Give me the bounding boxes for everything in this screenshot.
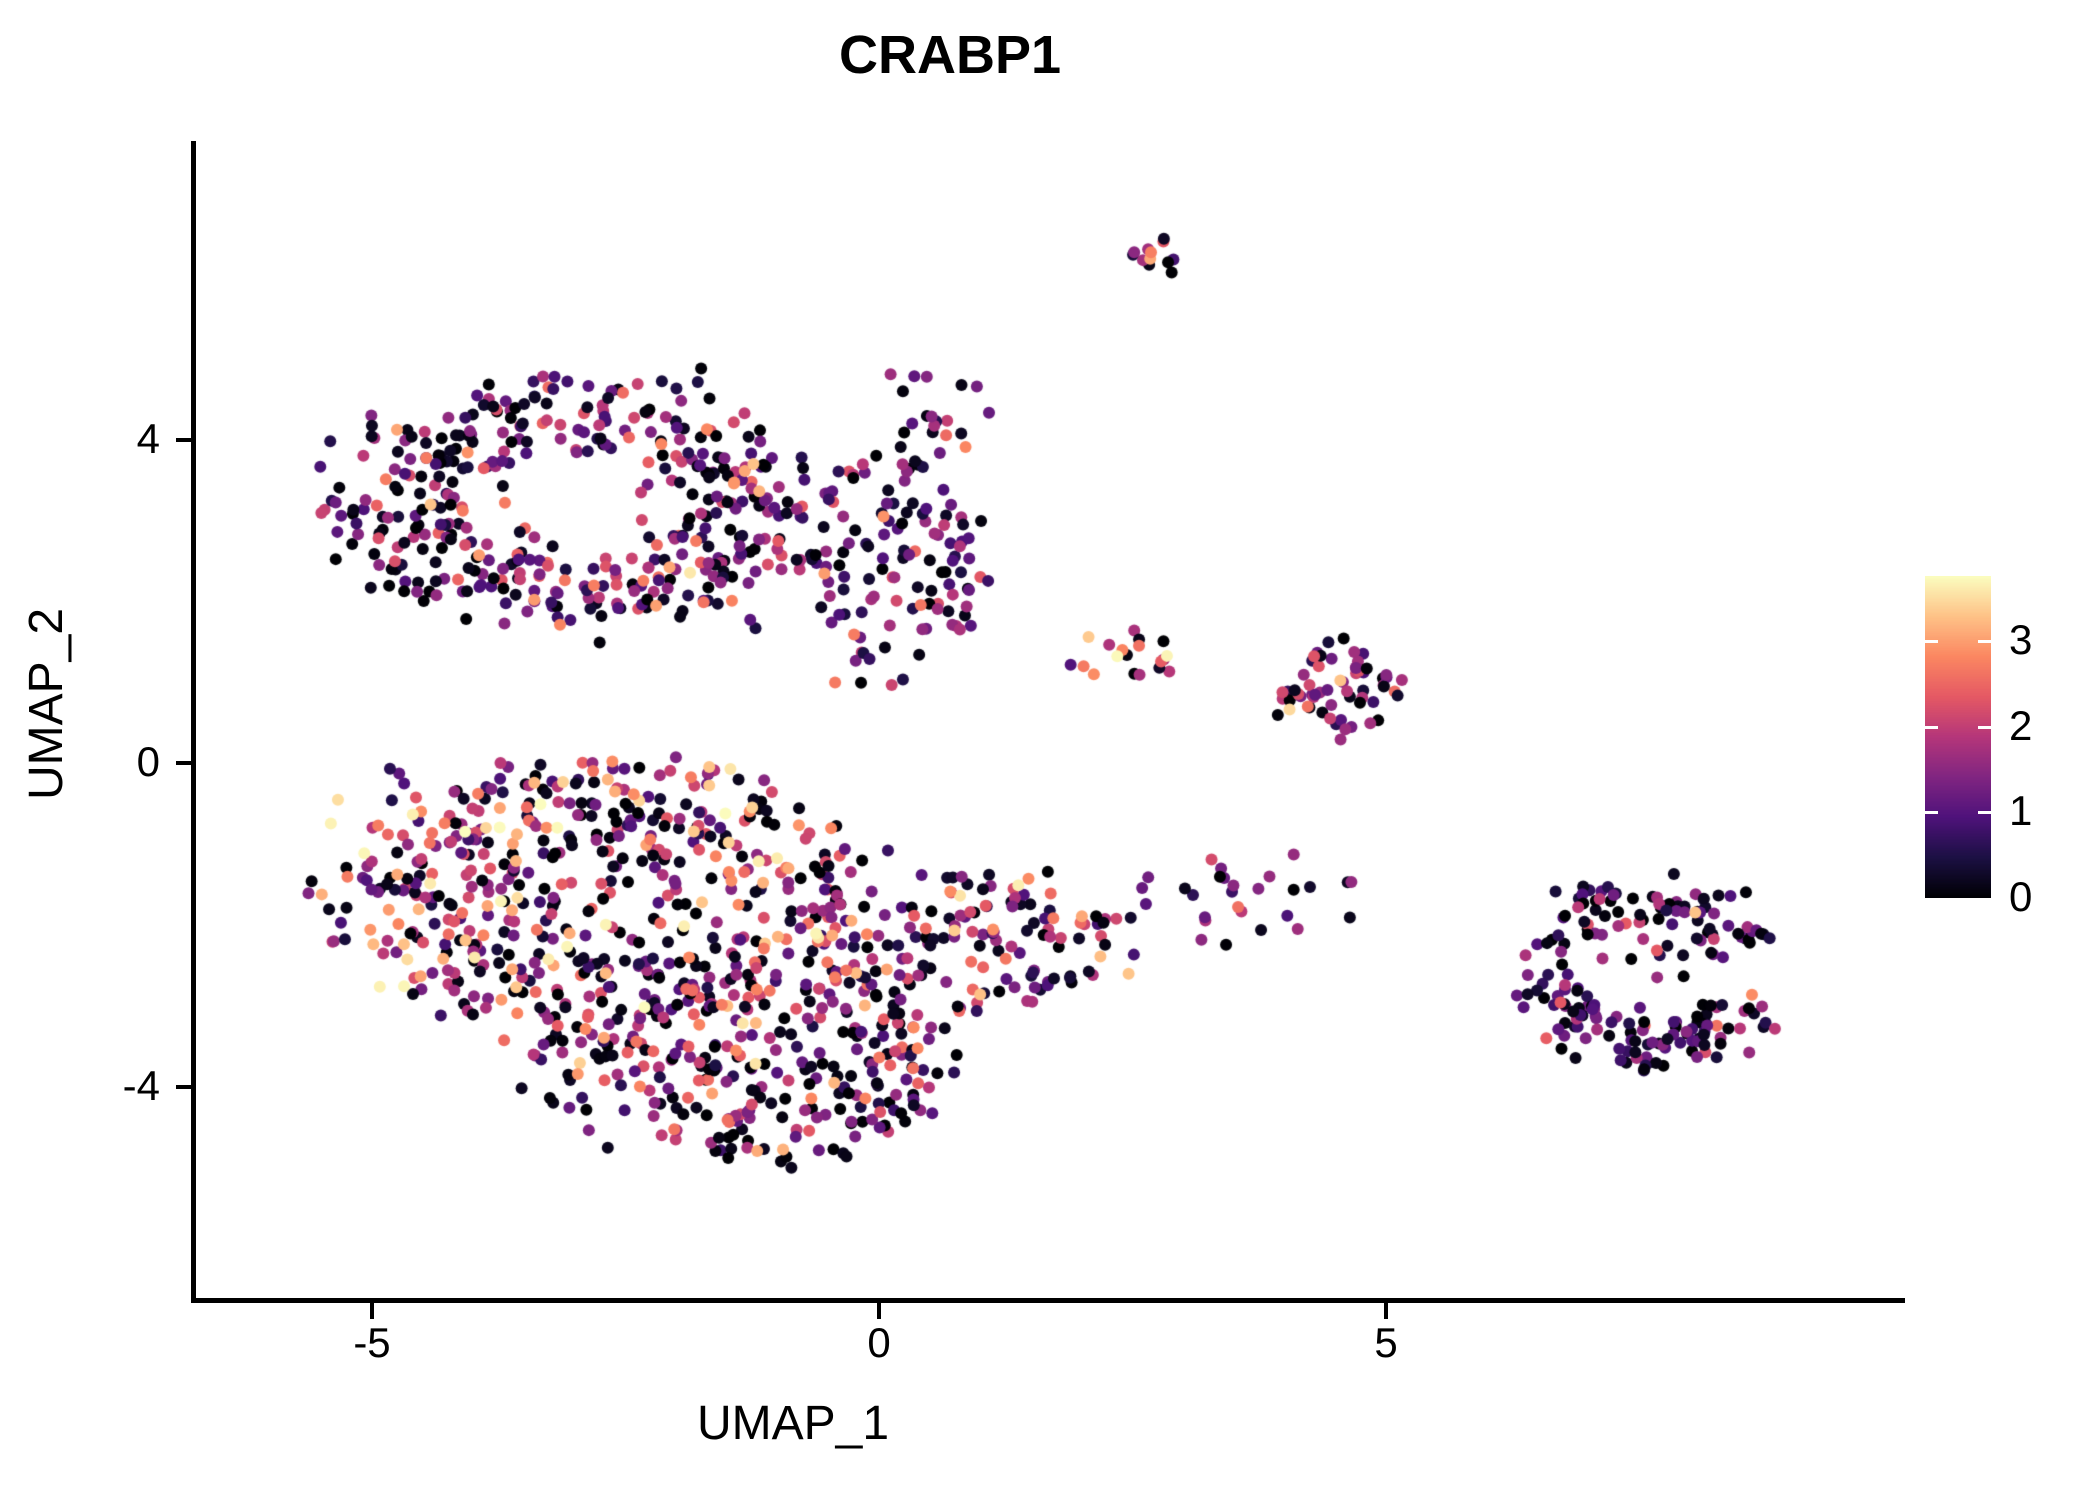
y-tick-label: 0 (136, 738, 160, 785)
y-tick-mark (176, 761, 192, 765)
x-axis-title: UMAP_1 (696, 1397, 890, 1450)
y-tick-label: -4 (122, 1061, 160, 1109)
y-tick-mark (176, 1084, 192, 1089)
y-tick-label: 4 (136, 414, 160, 462)
x-tick-mark (1384, 1303, 1388, 1319)
x-tick-label: 0 (867, 1319, 891, 1366)
y-axis-line (191, 141, 196, 1303)
y-axis-title: UMAP_2 (20, 607, 73, 801)
colorbar-tick-label: 2 (2009, 701, 2033, 749)
plot-panel (195, 141, 1905, 1301)
page-title: CRABP1 (838, 25, 1062, 85)
x-axis-line (191, 1298, 1905, 1303)
colorbar-tick-label: 1 (2009, 787, 2033, 835)
x-tick-label: 5 (1374, 1319, 1398, 1366)
scatter-points-layer (195, 141, 1905, 1301)
colorbar-tick-label: 3 (2009, 616, 2033, 664)
colorbar-tick-label: 0 (2009, 873, 2033, 920)
x-tick-mark (370, 1303, 374, 1319)
colorbar-gradient (1925, 576, 1991, 898)
y-tick-mark (176, 437, 192, 442)
x-tick-mark (877, 1303, 881, 1319)
color-legend: 3 2 1 0 (1925, 576, 2085, 918)
x-tick-label: -5 (353, 1319, 391, 1366)
